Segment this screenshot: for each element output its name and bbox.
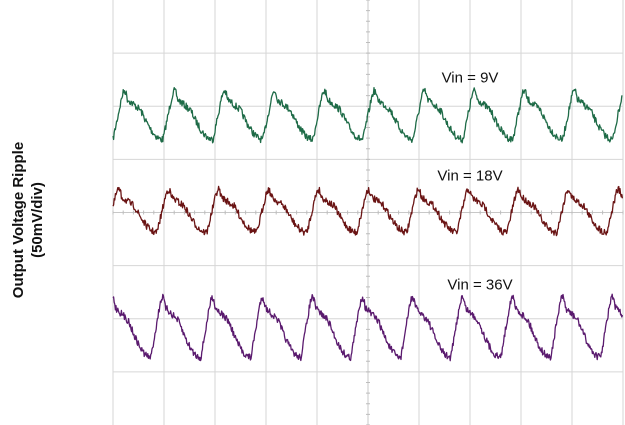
y-axis-units: (50mV/div) <box>29 182 46 258</box>
series-labels: Vin = 9V Vin = 18V Vin = 36V <box>437 69 512 293</box>
series-label-1: Vin = 9V <box>442 69 499 86</box>
trace-3 <box>112 293 624 362</box>
trace-1 <box>112 86 623 144</box>
trace-2 <box>112 185 624 237</box>
series-label-2: Vin = 18V <box>437 168 502 185</box>
y-axis-title: Output Voltage Ripple <box>10 141 27 299</box>
traces <box>112 86 624 362</box>
grid <box>112 0 624 425</box>
series-label-3: Vin = 36V <box>447 276 512 293</box>
